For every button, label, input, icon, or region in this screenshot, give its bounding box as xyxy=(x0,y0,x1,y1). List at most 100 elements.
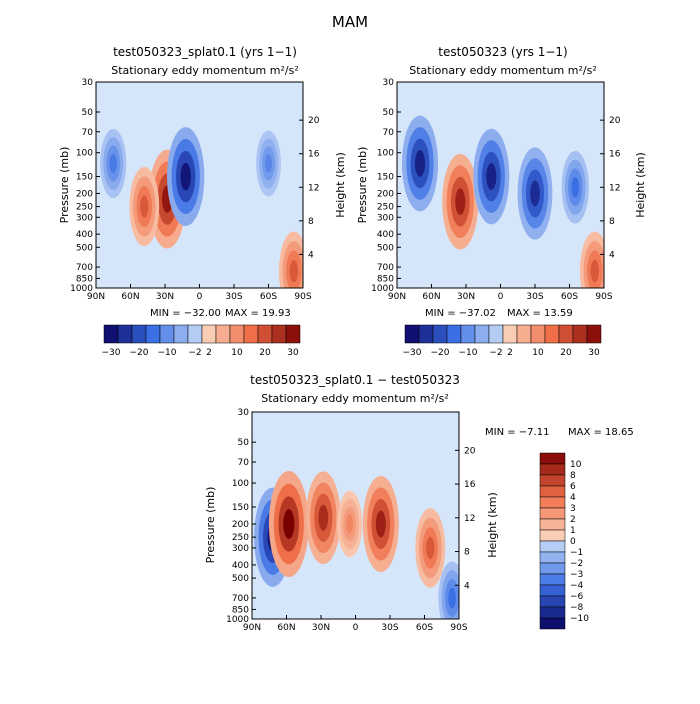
panel-2-xtick-label-3: 0 xyxy=(498,292,504,302)
panel-3-ytick-label-8: 400 xyxy=(232,561,249,571)
panel-3-colorbar-swatch-3 xyxy=(539,485,566,498)
panel-1-ytick-label-10: 700 xyxy=(76,263,93,273)
panel-2-ytick-label-0: 30 xyxy=(383,78,395,88)
panel-2-colorbar-label-4: 2 xyxy=(507,348,513,358)
panel-2-htick-label-4: 4 xyxy=(609,250,615,260)
panel-3-htick-label-4: 4 xyxy=(464,581,470,591)
panel-1-ytick-label-0: 30 xyxy=(82,78,94,88)
panel-3-colorbar-swatch-6 xyxy=(539,518,566,531)
panel-3-colorbar-swatch-0 xyxy=(539,452,566,465)
panel-2: test050323 (yrs 1−1) Stationary eddy mom… xyxy=(356,45,647,358)
panel-2-ytick-label-9: 500 xyxy=(377,243,394,253)
panel-1-htick-label-4: 4 xyxy=(308,250,314,260)
panel-3-xtick-label-4: 30S xyxy=(381,623,398,633)
panel-1-contour-5-level-3 xyxy=(289,260,298,283)
panel-1-colorbar-swatch-5 xyxy=(173,324,189,344)
panel-2-ylabel-right: Height (km) xyxy=(634,152,647,218)
panel-1-colorbar-swatch-4 xyxy=(159,324,175,344)
panel-3-colorbar-label-13: −8 xyxy=(570,603,584,613)
panel-3-ytick-label-1: 50 xyxy=(238,438,250,448)
panel-3-ytick-label-4: 150 xyxy=(232,503,249,513)
panel-3-colorbar-label-4: 3 xyxy=(570,504,576,514)
panel-3-ytick-label-6: 250 xyxy=(232,533,249,543)
panel-3-field xyxy=(254,470,459,619)
panel-1-xtick-label-0: 90N xyxy=(87,292,105,302)
panel-2-colorbar-swatch-6 xyxy=(488,324,504,344)
panel-1-xtick-label-4: 30S xyxy=(225,292,242,302)
panel-3-xtick-label-1: 60N xyxy=(277,623,295,633)
panel-2-colorbar-swatch-1 xyxy=(418,324,434,344)
panel-3-ytick-label-2: 70 xyxy=(238,458,250,468)
panel-1-ytick-label-2: 70 xyxy=(82,128,94,138)
panel-2-title: test050323 (yrs 1−1) xyxy=(438,45,567,59)
panel-3-colorbar-swatch-1 xyxy=(539,463,566,476)
panel-2-xtick-label-4: 30S xyxy=(526,292,543,302)
panel-2-xtick-label-0: 90N xyxy=(388,292,406,302)
panel-1-colorbar-label-1: −20 xyxy=(130,348,149,358)
panel-3-colorbar-label-0: 10 xyxy=(570,460,582,470)
panel-2-subtitle: Stationary eddy momentum m²/s² xyxy=(409,64,596,77)
panel-1-min-label: MIN = −32.00 xyxy=(150,308,221,319)
panel-2-htick-label-3: 8 xyxy=(609,217,615,227)
panel-1-colorbar-swatch-6 xyxy=(187,324,203,344)
panel-2-ytick-label-6: 250 xyxy=(377,203,394,213)
panel-3-xtick-label-0: 90N xyxy=(243,623,261,633)
panel-2-contour-3-level-3 xyxy=(530,180,540,207)
panel-2-colorbar-swatch-9 xyxy=(530,324,546,344)
panel-3-ytick-label-7: 300 xyxy=(232,544,249,554)
panel-3-ytick-label-9: 500 xyxy=(232,574,249,584)
panel-3-colorbar-label-2: 6 xyxy=(570,482,576,492)
panel-3-ytick-label-3: 100 xyxy=(232,479,249,489)
panel-3-colorbar-swatch-12 xyxy=(539,584,566,597)
panel-1-colorbar-label-0: −30 xyxy=(102,348,121,358)
panel-2-colorbar-label-7: 30 xyxy=(588,348,600,358)
panel-2-htick-label-0: 20 xyxy=(609,116,621,126)
panel-1-ylabel: Pressure (mb) xyxy=(58,147,71,224)
panel-3-xtick-label-3: 0 xyxy=(353,623,359,633)
panel-1-ylabel-right: Height (km) xyxy=(334,152,347,218)
panel-2-xtick-label-1: 60N xyxy=(422,292,440,302)
panel-1-field xyxy=(100,127,303,288)
panel-1-colorbar-swatch-3 xyxy=(145,324,161,344)
panel-3-xtick-label-5: 60S xyxy=(416,623,433,633)
panel-3-colorbar-label-8: −1 xyxy=(570,548,583,558)
panel-3-colorbar-label-5: 2 xyxy=(570,515,576,525)
panel-3-colorbar-swatch-9 xyxy=(539,551,566,564)
page-title: MAM xyxy=(332,13,368,31)
panel-3-colorbar-swatch-2 xyxy=(539,474,566,487)
panel-3-min-label: MIN = −7.11 xyxy=(485,427,549,438)
panel-1-ytick-label-8: 400 xyxy=(76,230,93,240)
panel-1-xtick-label-3: 0 xyxy=(197,292,203,302)
panel-1-colorbar-swatch-11 xyxy=(257,324,273,344)
panel-3-title: test050323_splat0.1 − test050323 xyxy=(250,373,460,387)
panel-2-contour-4-level-3 xyxy=(571,177,580,198)
panel-2-ytick-label-10: 700 xyxy=(377,263,394,273)
panel-3-ylabel-right: Height (km) xyxy=(486,492,499,558)
panel-2-colorbar-swatch-2 xyxy=(432,324,448,344)
panel-3-ytick-label-5: 200 xyxy=(232,520,249,530)
panel-3-htick-label-2: 12 xyxy=(464,514,475,524)
panel-2-ytick-label-4: 150 xyxy=(377,173,394,183)
panel-2-ytick-label-1: 50 xyxy=(383,108,395,118)
panel-2-ytick-label-2: 70 xyxy=(383,128,395,138)
panel-2-ytick-label-12: 1000 xyxy=(371,284,394,294)
panel-1-colorbar-swatch-7 xyxy=(201,324,217,344)
panel-2-colorbar-label-2: −10 xyxy=(459,348,478,358)
panel-1-max-label: MAX = 19.93 xyxy=(225,308,291,319)
panel-3-contour-6-level-3 xyxy=(448,587,456,609)
panel-1-xtick-label-5: 60S xyxy=(260,292,277,302)
panel-2-colorbar-swatch-4 xyxy=(460,324,476,344)
panel-3-contour-1-level-3 xyxy=(283,509,295,539)
panel-1-contour-2-level-3 xyxy=(180,162,191,191)
panel-1-contour-1-level-3 xyxy=(140,195,149,218)
panel-3-ytick-label-10: 700 xyxy=(232,594,249,604)
panel-2-colorbar-swatch-8 xyxy=(516,324,532,344)
panel-1-ytick-label-1: 50 xyxy=(82,108,94,118)
panel-3-ytick-label-12: 1000 xyxy=(226,615,249,625)
panel-1-subtitle: Stationary eddy momentum m²/s² xyxy=(111,64,298,77)
panel-1-colorbar-label-6: 20 xyxy=(259,348,271,358)
panel-3-colorbar-label-9: −2 xyxy=(570,559,583,569)
panel-3-colorbar-label-14: −10 xyxy=(570,614,589,624)
panel-1-xtick-label-1: 60N xyxy=(121,292,139,302)
